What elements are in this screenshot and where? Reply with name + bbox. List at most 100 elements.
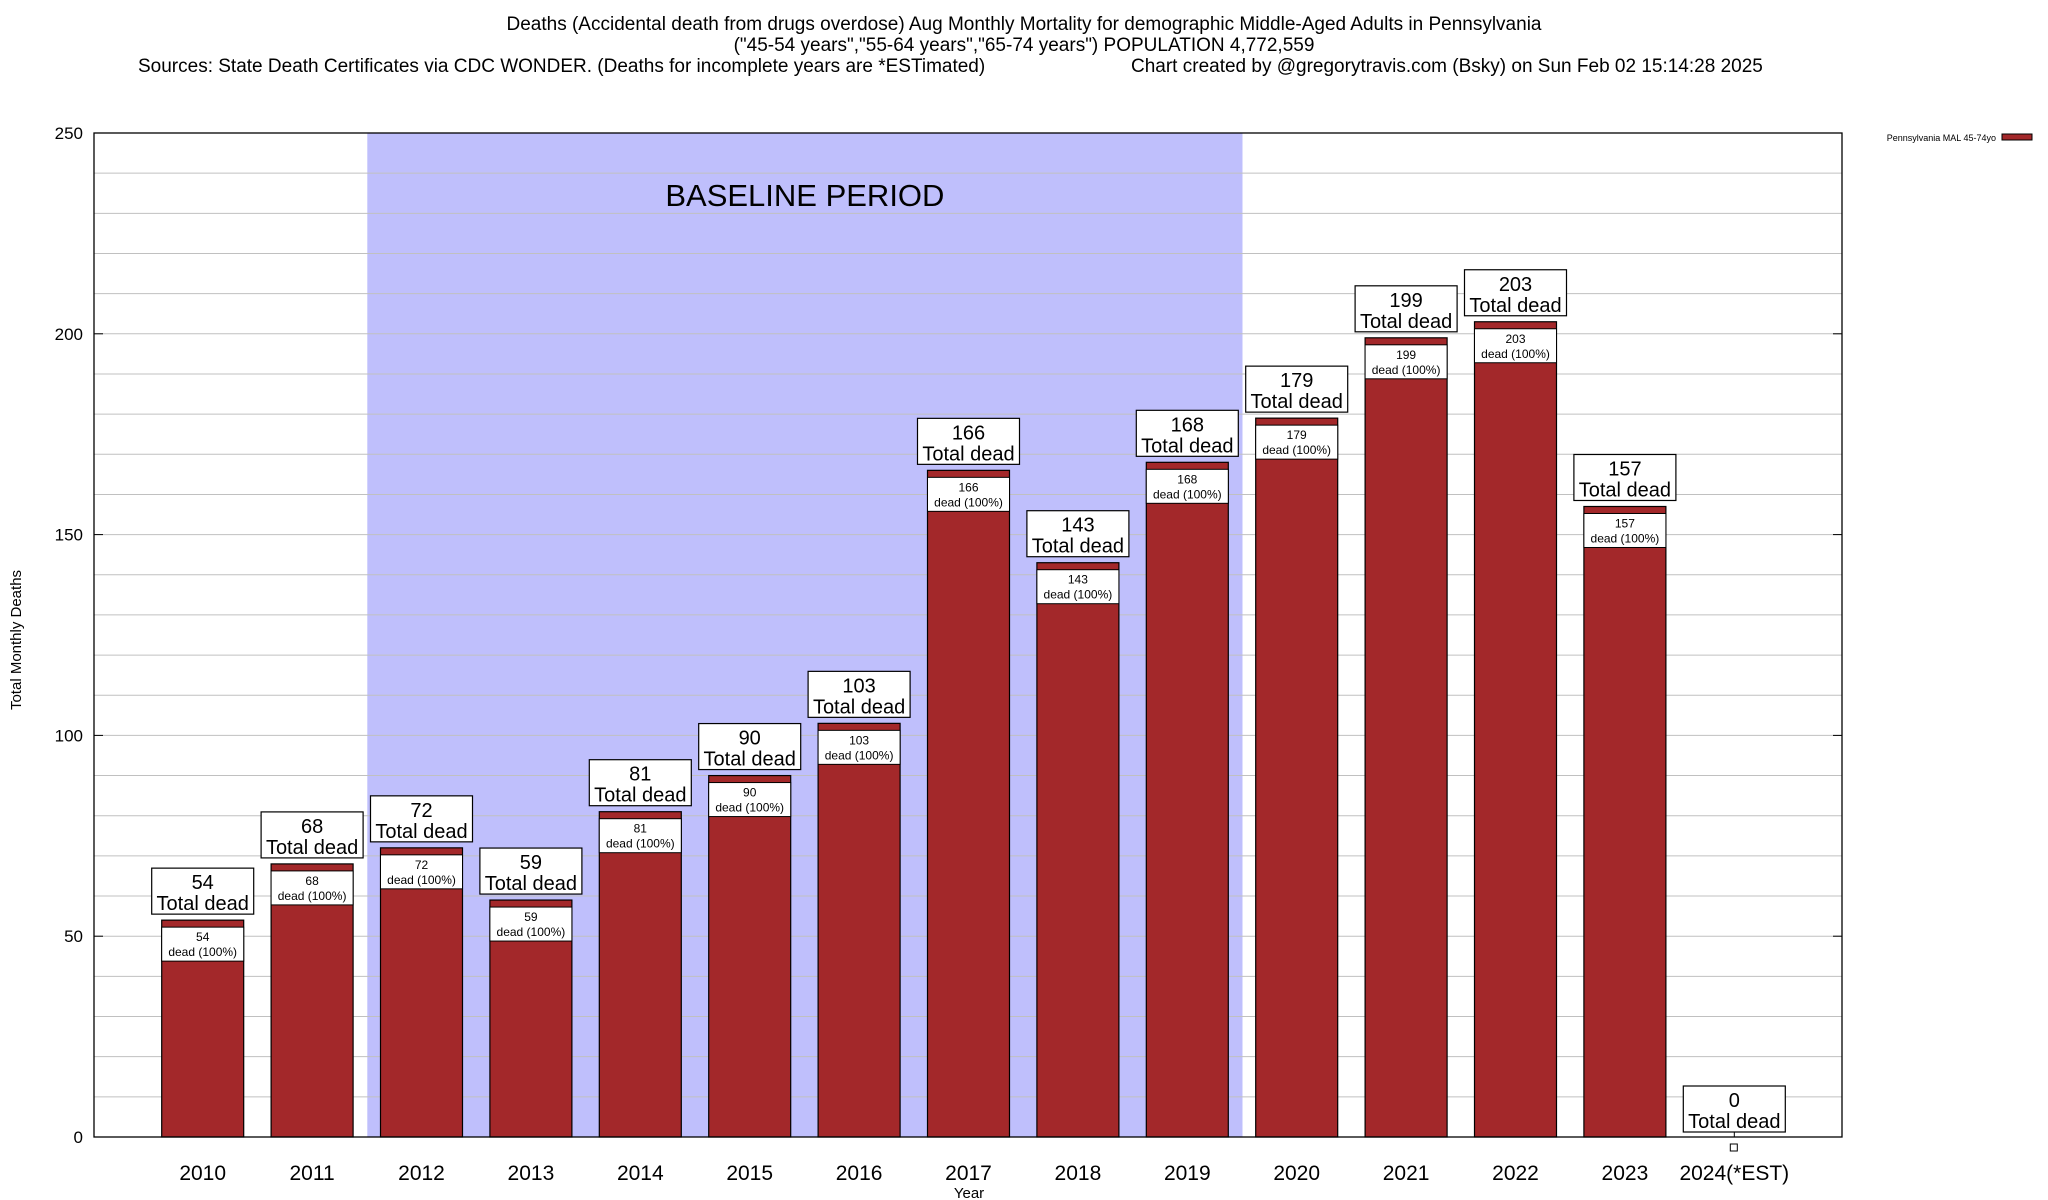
bar bbox=[598, 811, 682, 1138]
bar bbox=[1036, 562, 1120, 1138]
y-axis-title: Total Monthly Deaths bbox=[8, 570, 25, 710]
bar-inner-value: 199 bbox=[1396, 348, 1416, 362]
bar-inner-value: 72 bbox=[415, 858, 429, 872]
bar-inner-label-box bbox=[817, 729, 901, 765]
x-tick-label: 2012 bbox=[398, 1162, 445, 1185]
zero-point-marker bbox=[1729, 1143, 1738, 1152]
y-tick-label: 250 bbox=[55, 124, 83, 143]
bar bbox=[379, 847, 464, 1138]
bar-total-label: Total dead bbox=[1251, 391, 1343, 413]
bar bbox=[926, 469, 1011, 1138]
bar-inner-label-box bbox=[270, 870, 354, 906]
bar-total-label-box bbox=[807, 670, 911, 718]
bar-inner-label-box bbox=[1474, 328, 1557, 364]
bar-inner-label-box bbox=[1145, 468, 1229, 504]
bar-inner-value: 179 bbox=[1287, 428, 1307, 442]
bar-inner-label-box bbox=[598, 818, 682, 854]
x-tick-label: 2015 bbox=[726, 1162, 773, 1185]
bar-total-label: Total dead bbox=[1141, 435, 1233, 457]
x-tick-label: 2013 bbox=[508, 1162, 555, 1185]
x-tick-label: 2020 bbox=[1273, 1162, 1320, 1185]
x-tick-label: 2021 bbox=[1383, 1162, 1430, 1185]
x-tick-label: 2019 bbox=[1164, 1162, 1211, 1185]
bar-inner-pct: dead (100%) bbox=[387, 873, 456, 887]
bar-inner-pct: dead (100%) bbox=[1372, 363, 1441, 377]
bar-total-label: Total dead bbox=[704, 749, 796, 771]
bar bbox=[1145, 461, 1229, 1138]
bar-total-label-box bbox=[1135, 409, 1239, 457]
bar-total-label-box bbox=[1354, 285, 1458, 333]
bar-total-value: 168 bbox=[1171, 414, 1204, 436]
bar-inner-pct: dead (100%) bbox=[168, 945, 237, 959]
bar-total-value: 0 bbox=[1729, 1090, 1740, 1112]
bar-inner-pct: dead (100%) bbox=[1262, 443, 1331, 457]
bar-inner-value: 203 bbox=[1505, 332, 1525, 346]
bar bbox=[1255, 417, 1339, 1138]
bar-inner-pct: dead (100%) bbox=[1044, 588, 1113, 602]
bar-total-value: 143 bbox=[1061, 515, 1094, 537]
bar-total-label-box bbox=[916, 417, 1021, 465]
bar-total-label: Total dead bbox=[922, 443, 1014, 465]
bar-inner-value: 166 bbox=[958, 480, 978, 494]
bar-inner-pct: dead (100%) bbox=[1153, 487, 1222, 501]
bar-total-value: 199 bbox=[1389, 290, 1422, 312]
bar-inner-label-box bbox=[380, 854, 463, 890]
bar bbox=[1364, 337, 1448, 1138]
chart-title-line1: Deaths (Accidental death from drugs over… bbox=[506, 14, 1542, 35]
chart-title-line2: ("45-54 years","55-64 years","65-74 year… bbox=[733, 35, 1315, 56]
bar-total-label-box bbox=[1245, 365, 1349, 413]
bar-total-label-box bbox=[369, 795, 474, 843]
plot-frame bbox=[93, 132, 1843, 1138]
bar-total-label-box bbox=[479, 847, 583, 895]
bar-total-label: Total dead bbox=[1579, 479, 1671, 501]
bar-total-label: Total dead bbox=[1688, 1111, 1780, 1133]
legend-swatch bbox=[2001, 133, 2033, 141]
x-axis-title: Year bbox=[954, 1185, 984, 1200]
bar-total-value: 157 bbox=[1608, 458, 1641, 480]
bar bbox=[708, 774, 792, 1138]
y-tick-label: 50 bbox=[64, 927, 83, 946]
bar-total-value: 54 bbox=[192, 872, 214, 894]
baseline-period-label: BASELINE PERIOD bbox=[665, 178, 944, 213]
y-tick-label: 150 bbox=[55, 526, 83, 545]
bar bbox=[270, 863, 354, 1138]
bar-inner-pct: dead (100%) bbox=[278, 889, 347, 903]
bar-total-value: 68 bbox=[301, 816, 323, 838]
bar-total-label: Total dead bbox=[1469, 295, 1561, 317]
legend-label: Pennsylvania MAL 45-74yo bbox=[1887, 133, 1996, 143]
bar-inner-value: 90 bbox=[743, 786, 757, 800]
bar-total-value: 59 bbox=[520, 852, 542, 874]
x-tick-label: 2022 bbox=[1492, 1162, 1539, 1185]
bar-total-label-box bbox=[260, 811, 364, 859]
bar-total-value: 81 bbox=[629, 764, 651, 786]
bar bbox=[1583, 505, 1667, 1138]
bar-total-label-box bbox=[151, 867, 255, 915]
bar-total-label-box bbox=[698, 722, 802, 771]
bar-total-label: Total dead bbox=[594, 785, 686, 807]
y-tick-label: 200 bbox=[55, 325, 83, 344]
bar-total-label-box bbox=[1463, 269, 1568, 317]
bar-inner-label-box bbox=[489, 906, 573, 942]
bar-total-value: 72 bbox=[410, 800, 432, 822]
bar bbox=[1473, 321, 1558, 1138]
bar-inner-label-box bbox=[1255, 424, 1339, 460]
bar-inner-value: 157 bbox=[1615, 516, 1635, 530]
bar-inner-value: 54 bbox=[196, 930, 210, 944]
bar-inner-value: 143 bbox=[1068, 573, 1088, 587]
bar-total-label: Total dead bbox=[1032, 536, 1124, 558]
bar-inner-label-box bbox=[708, 782, 792, 818]
bar-total-label: Total dead bbox=[485, 873, 577, 895]
bar bbox=[817, 722, 901, 1138]
bar-inner-value: 103 bbox=[849, 733, 869, 747]
bar-total-value: 103 bbox=[842, 675, 875, 697]
x-tick-label: 2018 bbox=[1055, 1162, 1102, 1185]
chart-sources-note: Sources: State Death Certificates via CD… bbox=[138, 56, 986, 77]
bar-total-label: Total dead bbox=[157, 893, 249, 915]
bar-total-value: 90 bbox=[739, 728, 761, 750]
x-tick-label: 2010 bbox=[179, 1162, 226, 1185]
x-tick-label: 2011 bbox=[290, 1162, 335, 1185]
x-tick-label: 2016 bbox=[836, 1162, 883, 1185]
bar-inner-value: 68 bbox=[305, 874, 319, 888]
bar-inner-label-box bbox=[161, 926, 245, 962]
